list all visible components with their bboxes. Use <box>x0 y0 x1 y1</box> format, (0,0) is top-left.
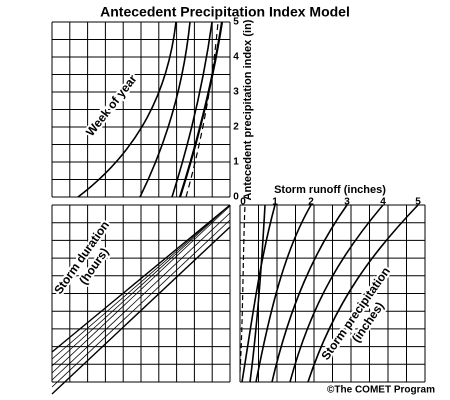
curve <box>171 21 213 198</box>
runoff-ticks: 0 1 2 3 4 5 <box>240 197 421 208</box>
runoff-curves <box>239 204 419 383</box>
curve <box>307 204 419 383</box>
tick-label: 4 <box>233 52 239 63</box>
hatch-line <box>51 204 231 367</box>
tick-label: 1 <box>233 157 239 168</box>
tick-label: 4 <box>380 197 386 208</box>
api-ticks: 0 1 2 3 4 5 <box>233 17 239 203</box>
curve <box>289 204 384 383</box>
credit: ©The COMET Program <box>327 385 435 396</box>
tick-label: 5 <box>233 17 239 28</box>
tick-label: 3 <box>233 87 239 98</box>
tick-label: 2 <box>233 122 239 133</box>
axis-label: Storm runoff (inches) <box>274 184 386 196</box>
title: Antecedent Precipitation Index Model <box>100 4 350 20</box>
tick-label: 2 <box>308 197 314 208</box>
api-curves <box>77 21 224 198</box>
hatch-line <box>51 204 231 360</box>
curve <box>178 21 224 198</box>
hatch-line <box>51 219 231 388</box>
hatch-line <box>51 226 231 395</box>
curve-dashed <box>185 21 219 198</box>
hatch-line <box>51 204 231 353</box>
curve <box>77 21 177 198</box>
curve <box>255 204 312 383</box>
curve-dashed <box>239 204 246 373</box>
curve <box>271 204 348 383</box>
duration-band <box>51 204 231 395</box>
tick-label: 3 <box>344 197 350 208</box>
curve <box>249 204 266 383</box>
tick-label: 0 <box>240 197 246 208</box>
tick-label: 1 <box>272 197 278 208</box>
curve <box>139 21 191 198</box>
hatch-line <box>51 205 231 374</box>
hatch-line <box>51 212 231 381</box>
tick-label: 0 <box>233 192 239 203</box>
curve <box>241 204 276 383</box>
axis-label: Antecedent precipitation index (in) <box>242 19 254 200</box>
tick-label: 5 <box>415 197 421 208</box>
